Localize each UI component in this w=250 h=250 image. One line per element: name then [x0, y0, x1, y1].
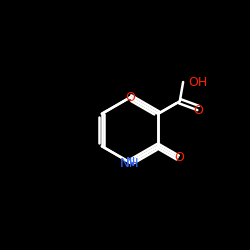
Text: O: O: [125, 91, 135, 104]
Text: O: O: [174, 151, 184, 164]
Text: NH: NH: [120, 156, 140, 170]
Text: OH: OH: [188, 76, 207, 88]
Text: N: N: [125, 156, 135, 169]
Text: O: O: [193, 104, 203, 117]
